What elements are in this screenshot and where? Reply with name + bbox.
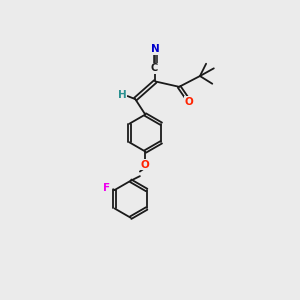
Text: O: O (185, 97, 194, 107)
Text: O: O (141, 160, 150, 170)
Text: C: C (151, 63, 158, 73)
Text: F: F (103, 183, 110, 193)
Text: N: N (151, 44, 160, 54)
Text: H: H (118, 90, 127, 100)
